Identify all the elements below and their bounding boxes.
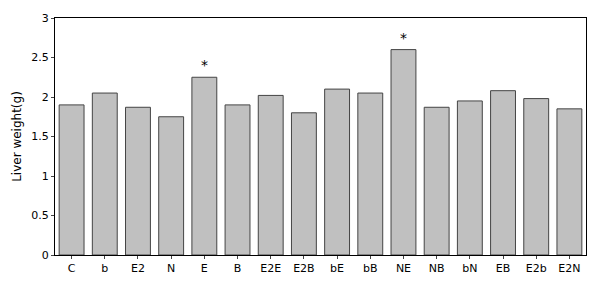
svg-text:E: E [201, 262, 208, 275]
svg-text:E2E: E2E [260, 262, 281, 275]
svg-text:E2b: E2b [526, 262, 547, 275]
svg-text:0.5: 0.5 [31, 209, 49, 222]
svg-text:*: * [400, 30, 407, 46]
svg-text:C: C [68, 262, 76, 275]
svg-text:bE: bE [330, 262, 344, 275]
svg-text:B: B [234, 262, 242, 275]
svg-text:b: b [101, 262, 108, 275]
svg-text:N: N [167, 262, 175, 275]
svg-text:Liver weight(g): Liver weight(g) [10, 91, 24, 182]
svg-text:E2B: E2B [293, 262, 315, 275]
svg-text:bN: bN [462, 262, 477, 275]
svg-text:3: 3 [42, 12, 49, 25]
svg-text:NE: NE [396, 262, 411, 275]
svg-text:NB: NB [429, 262, 445, 275]
svg-text:2: 2 [42, 91, 49, 104]
svg-text:0: 0 [42, 249, 49, 262]
svg-text:2.5: 2.5 [31, 51, 49, 64]
svg-text:1: 1 [42, 170, 49, 183]
svg-text:bB: bB [363, 262, 378, 275]
svg-text:E2: E2 [131, 262, 145, 275]
svg-text:EB: EB [496, 262, 511, 275]
svg-text:*: * [201, 57, 208, 73]
svg-text:E2N: E2N [558, 262, 580, 275]
svg-text:1.5: 1.5 [31, 130, 49, 143]
